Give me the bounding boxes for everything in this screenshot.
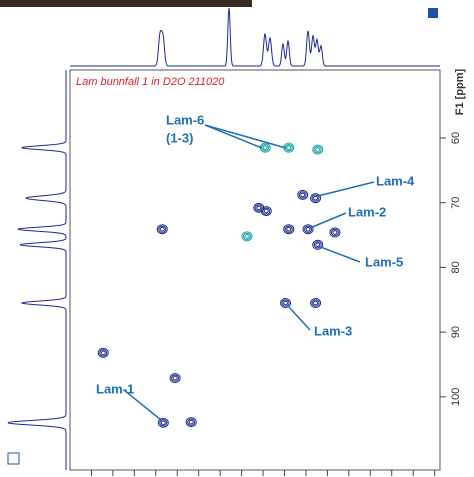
- contour-ring: [301, 193, 305, 197]
- annotation: Lam-3: [314, 323, 352, 338]
- annotation: Lam-6: [166, 112, 204, 127]
- y-tick-label: 70: [450, 197, 462, 209]
- annotation-arrow: [124, 390, 161, 420]
- peak: [261, 207, 271, 216]
- y-axis-label: F1 [ppm]: [454, 68, 466, 115]
- contour-ring: [287, 227, 291, 231]
- peak: [298, 190, 308, 199]
- contour-ring: [160, 227, 164, 231]
- peak: [313, 145, 323, 154]
- peak: [284, 225, 294, 234]
- annotation-arrow: [205, 125, 286, 148]
- contour-ring: [263, 146, 267, 150]
- annotation: (1-3): [166, 130, 193, 145]
- chart: Lam bunnfall 1 in D2O 211020 F1 [ppm] 60…: [0, 0, 474, 477]
- peak: [98, 348, 108, 357]
- annotation: Lam-5: [365, 254, 403, 269]
- contour-ring: [257, 206, 261, 210]
- annotation-arrow: [310, 213, 346, 228]
- contour-ring: [173, 376, 177, 380]
- contour-ring: [161, 421, 165, 425]
- contour-ring: [245, 235, 249, 239]
- plot-frame: [70, 70, 440, 470]
- peak: [311, 299, 321, 308]
- annotation-arrow: [205, 125, 262, 148]
- y-tick-label: 80: [450, 261, 462, 273]
- contour-ring: [333, 231, 337, 235]
- contour-ring: [189, 420, 193, 424]
- contour-ring: [316, 148, 320, 152]
- contour-ring: [287, 146, 291, 150]
- annotation: Lam-2: [348, 204, 386, 219]
- annotation-arrow: [318, 246, 360, 262]
- annotation: Lam-4: [376, 173, 415, 188]
- left-projection: [8, 70, 66, 470]
- contour-ring: [101, 351, 105, 355]
- chart-title: Lam bunnfall 1 in D2O 211020: [76, 76, 225, 88]
- annotation-arrow: [318, 182, 374, 196]
- peak: [330, 228, 340, 237]
- peak: [157, 225, 167, 234]
- peak: [303, 225, 313, 234]
- photo-fragment: [0, 0, 252, 7]
- y-tick-label: 100: [450, 388, 462, 406]
- annotation-arrow: [288, 306, 310, 330]
- page: {"chart_data": {"type": "contour", "titl…: [0, 0, 474, 477]
- peak: [170, 374, 180, 383]
- contour-ring: [284, 301, 288, 305]
- y-tick-label: 90: [450, 326, 462, 338]
- contour-ring: [314, 301, 318, 305]
- contour-ring: [306, 227, 310, 231]
- marker-square-empty: [8, 453, 19, 464]
- peak: [186, 418, 196, 427]
- contour-ring: [314, 196, 318, 200]
- y-tick-label: 60: [450, 132, 462, 144]
- contour-ring: [264, 209, 268, 213]
- top-projection: [70, 8, 440, 66]
- peak: [242, 232, 252, 241]
- marker-square: [428, 8, 438, 18]
